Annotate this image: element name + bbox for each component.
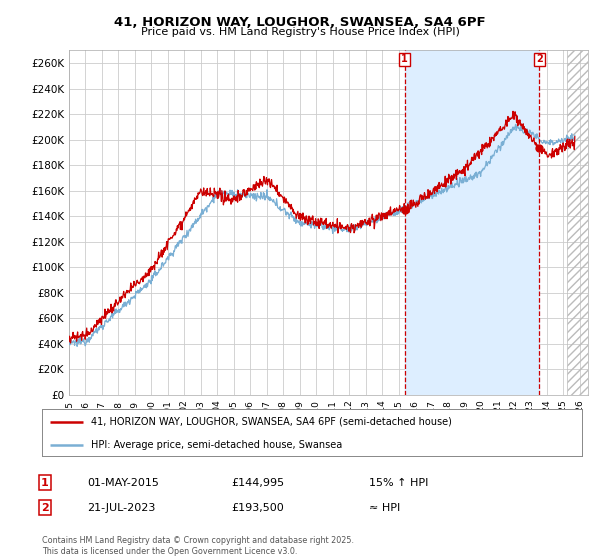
Text: 15% ↑ HPI: 15% ↑ HPI	[369, 478, 428, 488]
Text: 41, HORIZON WAY, LOUGHOR, SWANSEA, SA4 6PF: 41, HORIZON WAY, LOUGHOR, SWANSEA, SA4 6…	[114, 16, 486, 29]
Bar	[404, 50, 539, 395]
Text: 1: 1	[41, 478, 49, 488]
Text: 41, HORIZON WAY, LOUGHOR, SWANSEA, SA4 6PF (semi-detached house): 41, HORIZON WAY, LOUGHOR, SWANSEA, SA4 6…	[91, 417, 451, 427]
Text: HPI: Average price, semi-detached house, Swansea: HPI: Average price, semi-detached house,…	[91, 441, 342, 450]
Text: ≈ HPI: ≈ HPI	[369, 503, 400, 513]
Text: Price paid vs. HM Land Registry's House Price Index (HPI): Price paid vs. HM Land Registry's House …	[140, 27, 460, 37]
Text: 21-JUL-2023: 21-JUL-2023	[87, 503, 155, 513]
Text: 1: 1	[401, 54, 408, 64]
Text: 01-MAY-2015: 01-MAY-2015	[87, 478, 159, 488]
Text: £144,995: £144,995	[231, 478, 284, 488]
Text: 2: 2	[41, 503, 49, 513]
Text: £193,500: £193,500	[231, 503, 284, 513]
Text: Contains HM Land Registry data © Crown copyright and database right 2025.
This d: Contains HM Land Registry data © Crown c…	[42, 536, 354, 556]
Text: 2: 2	[536, 54, 543, 64]
